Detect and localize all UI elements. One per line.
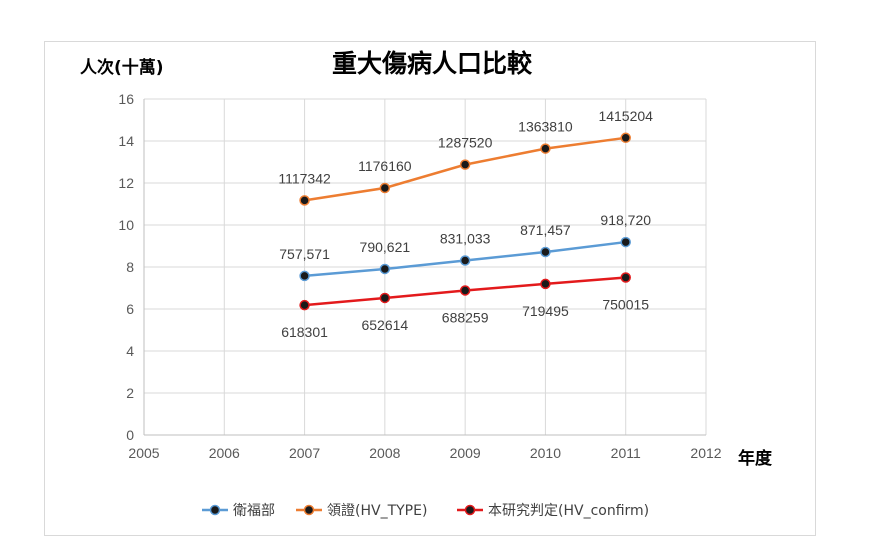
y-tick-label: 6: [126, 301, 134, 317]
legend-marker: [464, 504, 476, 516]
data-label: 871,457: [520, 222, 571, 238]
data-label: 750015: [602, 296, 649, 312]
axes: [143, 99, 706, 436]
y-tick-label: 2: [126, 385, 134, 401]
x-tick-label: 2011: [611, 445, 641, 461]
x-tick-labels: 2005 2006 2007 2008 2009 2010 2011 2012: [128, 445, 721, 461]
data-point: [540, 246, 551, 258]
data-point: [299, 195, 310, 206]
chart-frame: [44, 41, 816, 536]
data-point: [459, 285, 471, 296]
legend-label: 領證(HV_TYPE): [327, 502, 427, 519]
legend-label: 衛福部: [233, 503, 275, 519]
data-point: [379, 292, 391, 304]
data-label: 719495: [522, 303, 569, 319]
data-label: 918,720: [600, 212, 651, 228]
x-tick-label: 2012: [690, 445, 721, 461]
y-tick-label: 4: [126, 343, 134, 359]
legend-marker: [209, 504, 221, 516]
data-point: [620, 132, 631, 144]
legend: 衛福部 領證(HV_TYPE) 本研究判定(HV_confirm): [202, 502, 649, 519]
data-point: [459, 159, 471, 170]
y-axis-label: 人次(十萬): [80, 57, 164, 78]
data-point: [620, 236, 631, 248]
x-tick-label: 2007: [289, 445, 320, 461]
x-tick-label: 2005: [128, 445, 159, 461]
y-tick-label: 10: [118, 217, 134, 233]
data-label: 1117342: [278, 170, 331, 186]
x-axis-label: 年度: [738, 448, 773, 469]
data-label: 1415204: [598, 108, 653, 124]
data-label: 757,571: [279, 246, 330, 262]
data-point: [540, 143, 551, 154]
y-tick-labels: 0 2 4 6 8 10 12 14 16: [118, 91, 134, 443]
grid: [143, 98, 707, 436]
data-label: 790,621: [360, 239, 411, 255]
y-tick-label: 14: [118, 133, 134, 149]
data-label: 688259: [442, 309, 489, 325]
y-tick-label: 0: [126, 427, 134, 443]
data-point: [620, 272, 631, 283]
data-label: 1176160: [358, 158, 412, 174]
data-point: [299, 299, 310, 311]
legend-label: 本研究判定(HV_confirm): [488, 503, 649, 519]
data-point: [379, 182, 391, 194]
y-tick-label: 8: [126, 259, 134, 275]
x-tick-label: 2009: [450, 445, 481, 461]
y-tick-label: 12: [118, 175, 134, 191]
data-point: [299, 270, 310, 282]
data-label: 652614: [361, 317, 408, 333]
data-label: 618301: [281, 324, 328, 340]
y-tick-label: 16: [118, 91, 134, 107]
series-lines: [299, 132, 631, 311]
x-tick-label: 2008: [369, 445, 400, 461]
data-point: [459, 255, 471, 266]
data-label: 1363810: [518, 119, 573, 135]
data-label: 831,033: [440, 230, 491, 246]
x-tick-label: 2010: [530, 445, 561, 461]
chart-title: 重大傷病人口比較: [332, 49, 533, 78]
data-labels: 757,571 790,621 831,033 871,457 918,720 11173…: [278, 108, 653, 340]
data-point: [540, 278, 551, 290]
legend-marker: [303, 504, 315, 516]
data-label: 1287520: [438, 135, 493, 151]
data-point: [379, 263, 391, 275]
x-tick-label: 2006: [209, 445, 240, 461]
